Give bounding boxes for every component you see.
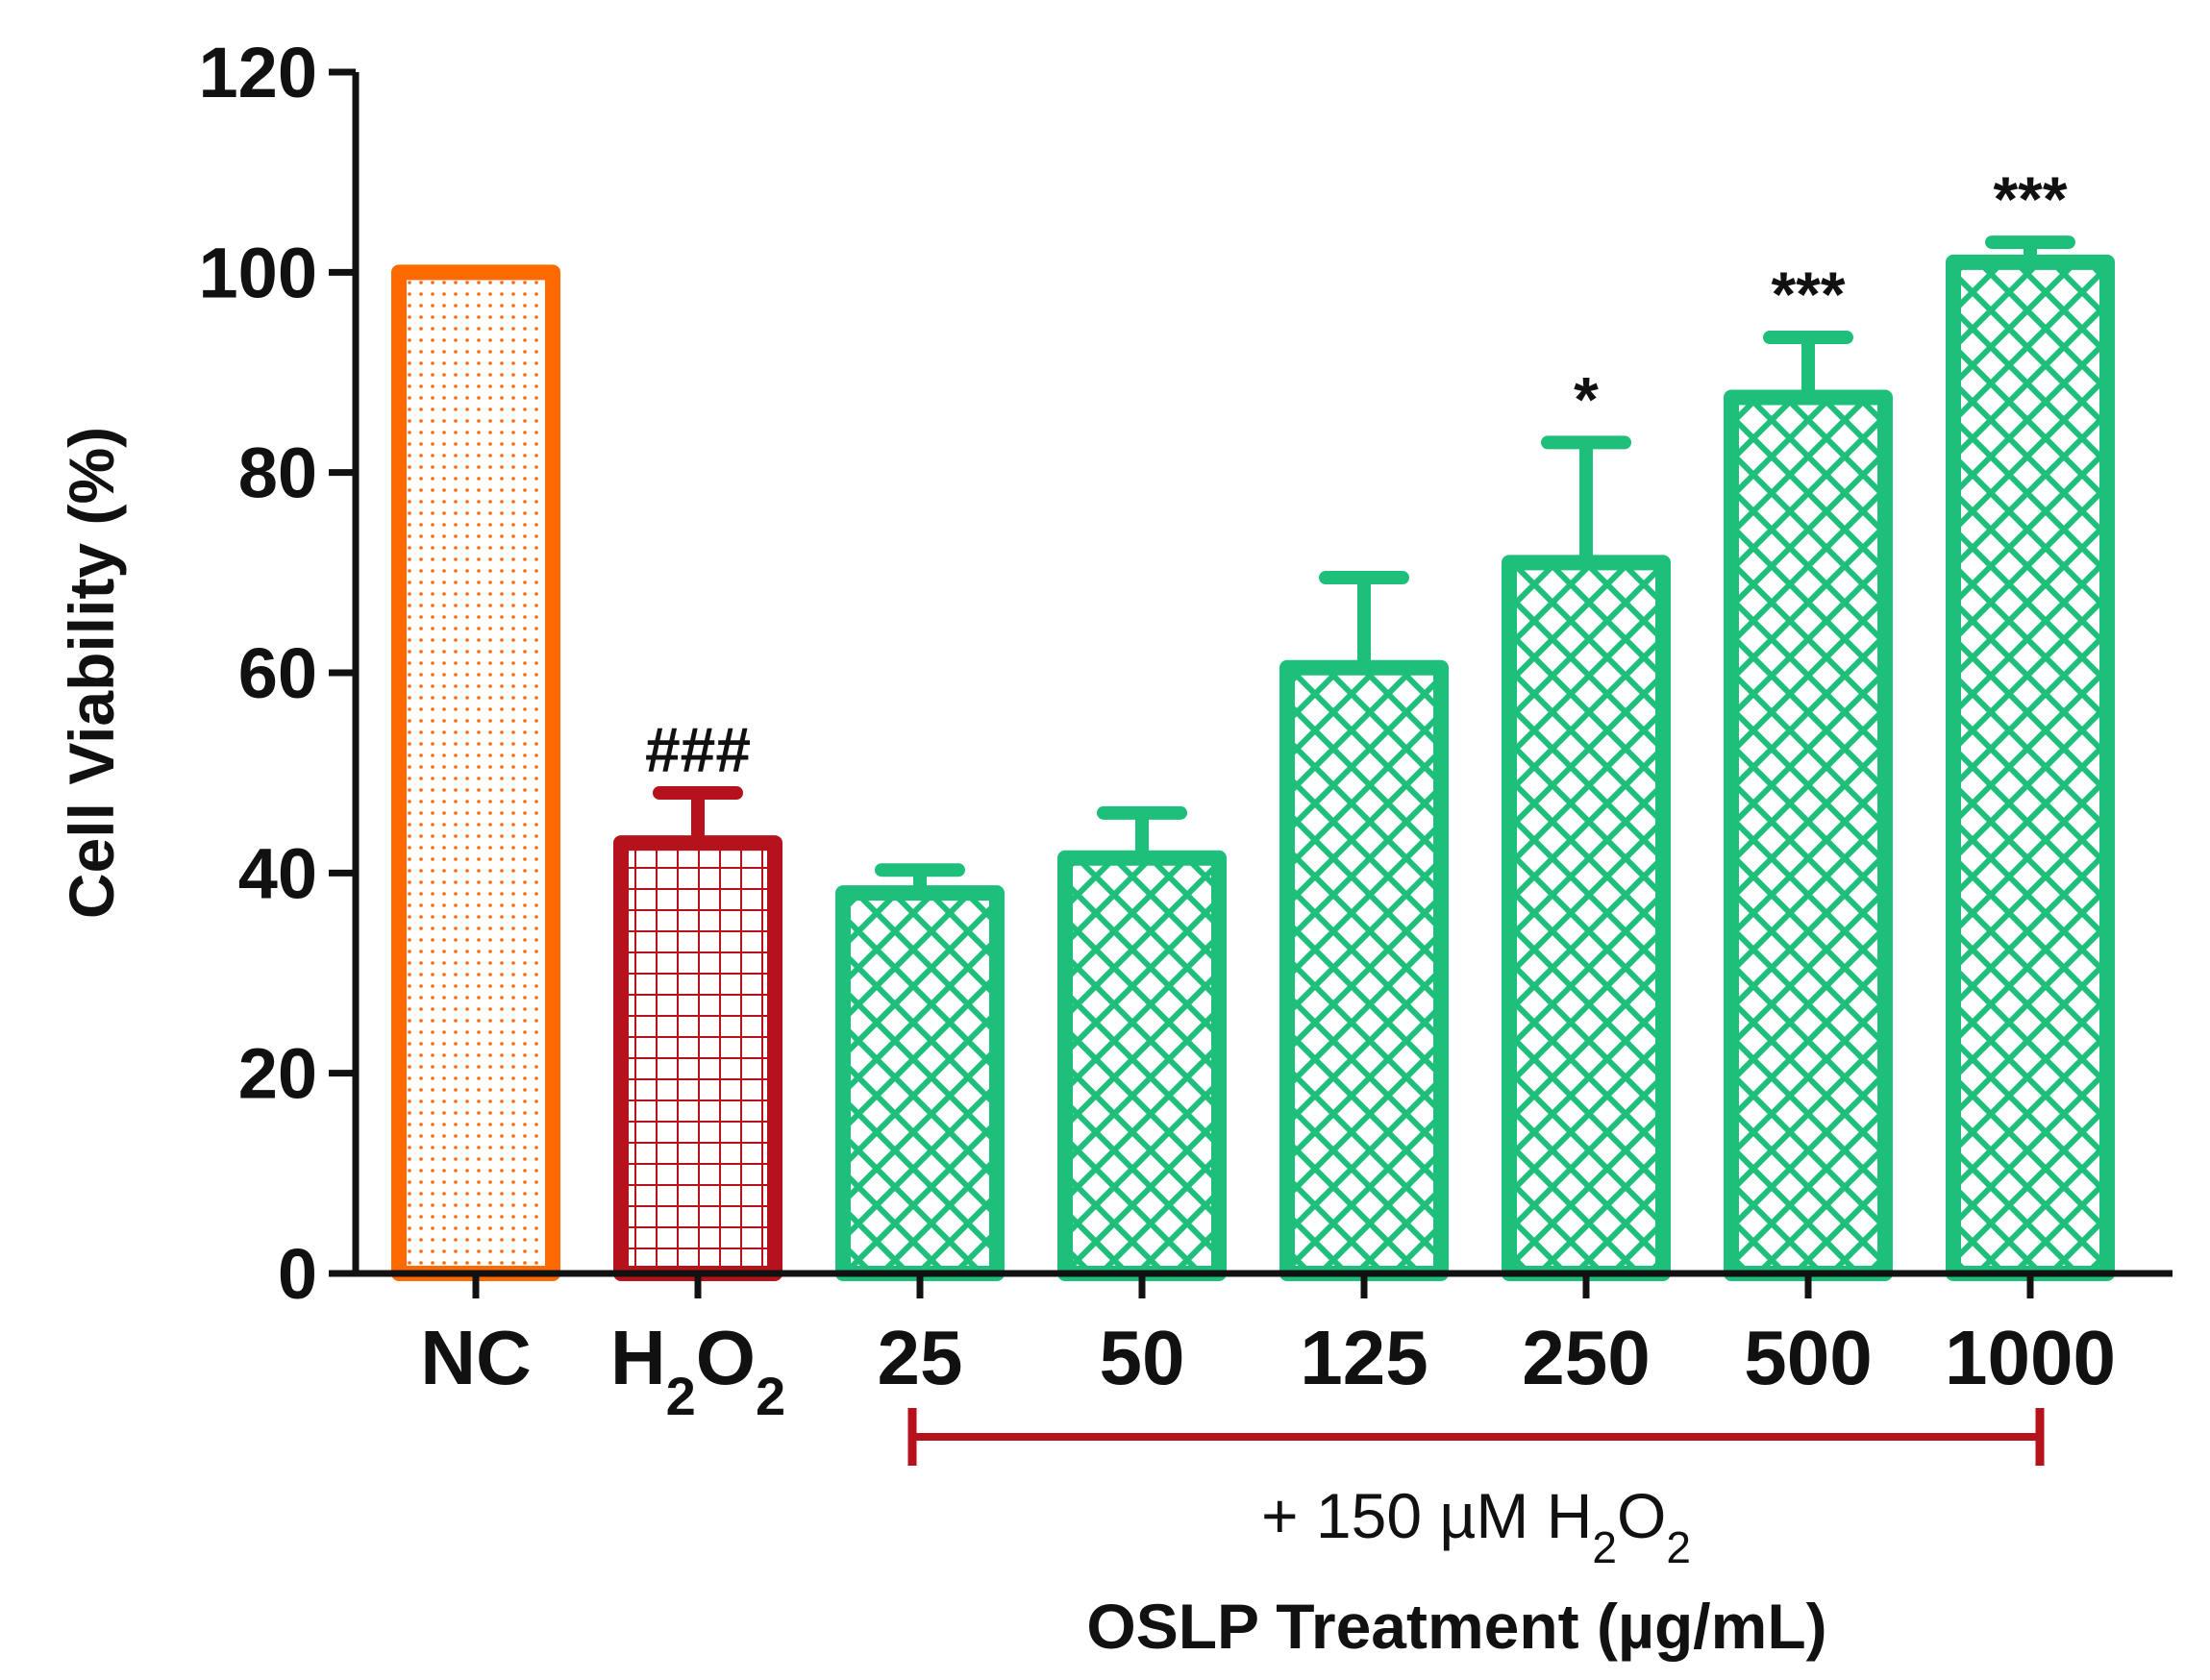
y-tick-label: 60	[238, 633, 317, 713]
bar	[1502, 555, 1671, 1281]
y-ticks: 0 20 40 60 80 100 120	[199, 33, 356, 1314]
bar	[613, 835, 782, 1281]
y-tick-label: 20	[238, 1034, 317, 1114]
x-tick-label: 1000	[1945, 1315, 2116, 1400]
x-tick-label: H2O2	[610, 1315, 785, 1426]
bar	[391, 264, 560, 1281]
bar	[835, 885, 1005, 1282]
bar	[1057, 850, 1227, 1281]
x-ticks: NC H2O2 25 50 125 250 500 1000	[420, 1273, 2116, 1426]
x-tick-label: 50	[1100, 1315, 1185, 1400]
x-tick-label: 125	[1300, 1315, 1428, 1400]
significance-labels: ###*******	[645, 163, 2068, 785]
bracket-label: + 150 µM H2O2	[1261, 1480, 1691, 1572]
y-tick-label: 40	[238, 833, 317, 913]
y-axis-title: Cell Viability (%)	[56, 427, 127, 919]
bar	[1946, 254, 2115, 1282]
bar	[1279, 659, 1449, 1281]
x-tick-label: 500	[1744, 1315, 1872, 1400]
x-axis-title: OSLP Treatment (µg/mL)	[1086, 1591, 1826, 1662]
error-bars	[653, 235, 2075, 894]
bar	[1724, 389, 1893, 1281]
significance-label: *	[1574, 363, 1599, 434]
significance-label: ***	[1993, 163, 2067, 235]
axes: 0 20 40 60 80 100 120 NC H2O2 25 50 125 250 500 1000	[199, 33, 2173, 1426]
y-tick-label: 0	[278, 1234, 317, 1314]
significance-label: ###	[645, 714, 751, 785]
x-tick-label: 250	[1522, 1315, 1650, 1400]
y-tick-label: 80	[238, 433, 317, 513]
significance-label: ***	[1771, 259, 1845, 330]
bars	[391, 254, 2115, 1282]
treatment-bracket: + 150 µM H2O2	[907, 1408, 2045, 1572]
y-tick-label: 100	[199, 233, 317, 312]
x-tick-label: NC	[420, 1315, 532, 1400]
x-tick-label: 25	[878, 1315, 963, 1400]
y-tick-label: 120	[199, 33, 317, 112]
